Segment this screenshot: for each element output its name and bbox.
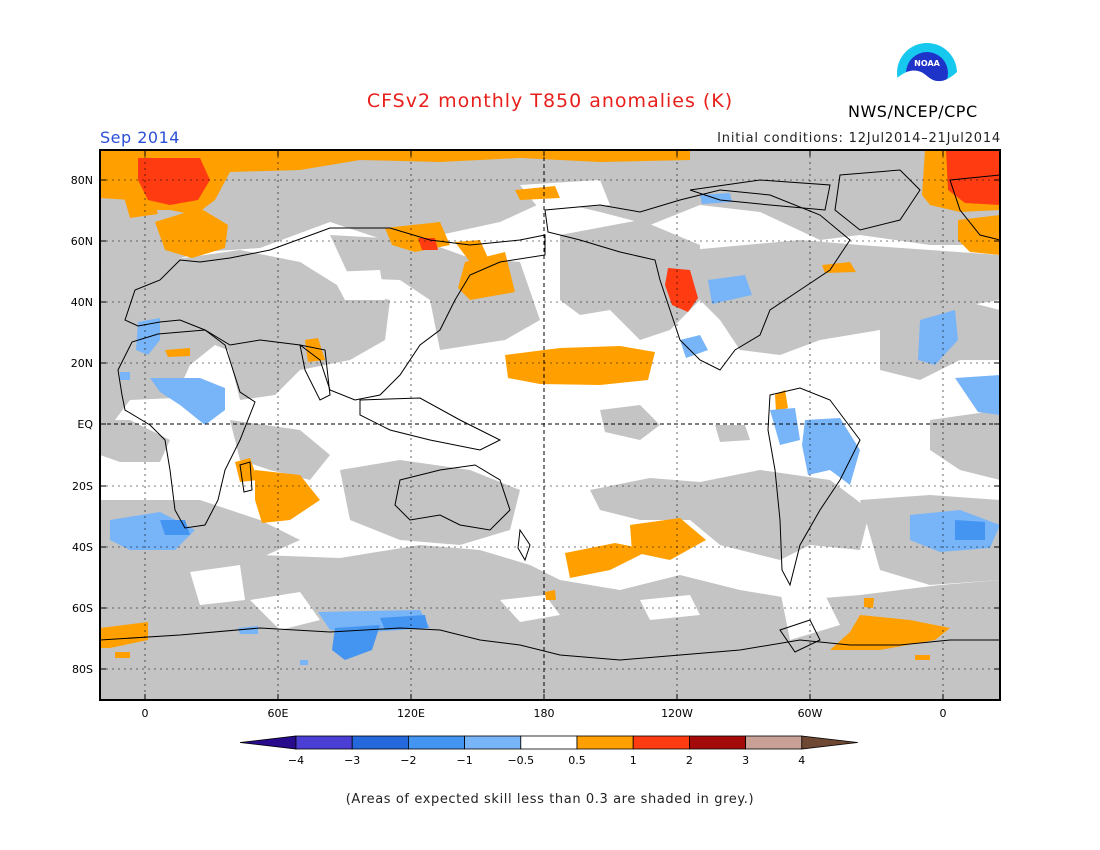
forecast-month: Sep 2014	[100, 128, 180, 147]
colorbar-tick-label: −0.5	[507, 754, 534, 767]
chart-title: CFSv2 monthly T850 anomalies (K)	[366, 90, 734, 112]
antarctic-peninsula-outline	[779, 619, 821, 653]
eurasia-outline	[124, 227, 546, 401]
colorbar-segment	[407, 735, 465, 750]
colorbar-tick-label: −4	[288, 754, 304, 767]
australia-outline	[394, 464, 511, 531]
india-outline	[299, 344, 331, 401]
scandinavia-outline-east	[949, 174, 1000, 241]
colorbar-tick-label: 2	[686, 754, 693, 767]
indonesia-outline	[359, 397, 502, 451]
shading-layer	[100, 150, 1000, 700]
colorbar-tick-label: 1	[630, 754, 637, 767]
colorbar-segment	[576, 735, 634, 750]
map-ticks	[100, 150, 1000, 700]
lat-label: 40S	[72, 541, 93, 554]
colorbar-tick-label: 0.5	[568, 754, 586, 767]
colorbar-segment	[632, 735, 690, 750]
organization-label: NWS/NCEP/CPC	[848, 102, 978, 121]
map-axis-labels: 80N 60N 40N 20N EQ 20S 40S 60S 80S 0 60E 120E 180 120…	[71, 174, 947, 720]
noaa-logo: NOAA	[896, 42, 958, 108]
colorbar-tick-label: 4	[798, 754, 805, 767]
lat-label: 20N	[71, 357, 93, 370]
map-frame	[99, 149, 1001, 701]
greenland-outline	[834, 169, 921, 231]
lon-label: 0	[142, 707, 149, 720]
colorbar-tick-label: −2	[400, 754, 416, 767]
colorbar-tick-label: 3	[742, 754, 749, 767]
newzealand-outline	[517, 528, 531, 562]
madagascar-outline	[239, 461, 253, 493]
colorbar-left-arrow	[239, 735, 297, 750]
lat-label: EQ	[77, 418, 93, 431]
map-grid	[100, 150, 1000, 700]
logo-text: NOAA	[914, 59, 940, 68]
north-america-outline	[544, 189, 851, 371]
coastlines	[100, 169, 1000, 661]
colorbar-right-arrow	[801, 735, 858, 750]
south-america-outline	[767, 387, 861, 587]
africa-outline	[117, 329, 256, 529]
lon-label: 60E	[268, 707, 289, 720]
colorbar-tick-label: −3	[344, 754, 360, 767]
lon-label: 0	[940, 707, 947, 720]
colorbar-segment	[745, 735, 803, 750]
colorbar-tick-label: −1	[456, 754, 472, 767]
skill-footnote: (Areas of expected skill less than 0.3 a…	[345, 792, 755, 807]
lat-label: 60S	[72, 602, 93, 615]
colorbar: −4 −3 −2 −1 −0.5 0.5 1 2 3 4	[239, 735, 858, 767]
lon-label: 120E	[397, 707, 425, 720]
colorbar-segment	[351, 735, 409, 750]
initial-conditions: Initial conditions: 12Jul2014–21Jul2014	[717, 131, 1001, 146]
warm-anomaly-05-1	[100, 150, 1000, 660]
low-skill-regions	[100, 150, 1000, 700]
warm-anomaly-1-2	[138, 150, 1000, 312]
colorbar-segment	[464, 735, 522, 750]
lat-label: 80N	[71, 174, 93, 187]
lon-label: 60W	[798, 707, 823, 720]
lat-label: 60N	[71, 235, 93, 248]
lon-label: 180	[534, 707, 555, 720]
lat-label: 80S	[72, 663, 93, 676]
colorbar-segment	[520, 735, 578, 750]
colorbar-segment	[689, 735, 747, 750]
antarctica-outline	[100, 627, 1000, 661]
colorbar-segment	[295, 735, 353, 750]
lon-label: 120W	[661, 707, 693, 720]
lat-label: 40N	[71, 296, 93, 309]
lat-label: 20S	[72, 480, 93, 493]
